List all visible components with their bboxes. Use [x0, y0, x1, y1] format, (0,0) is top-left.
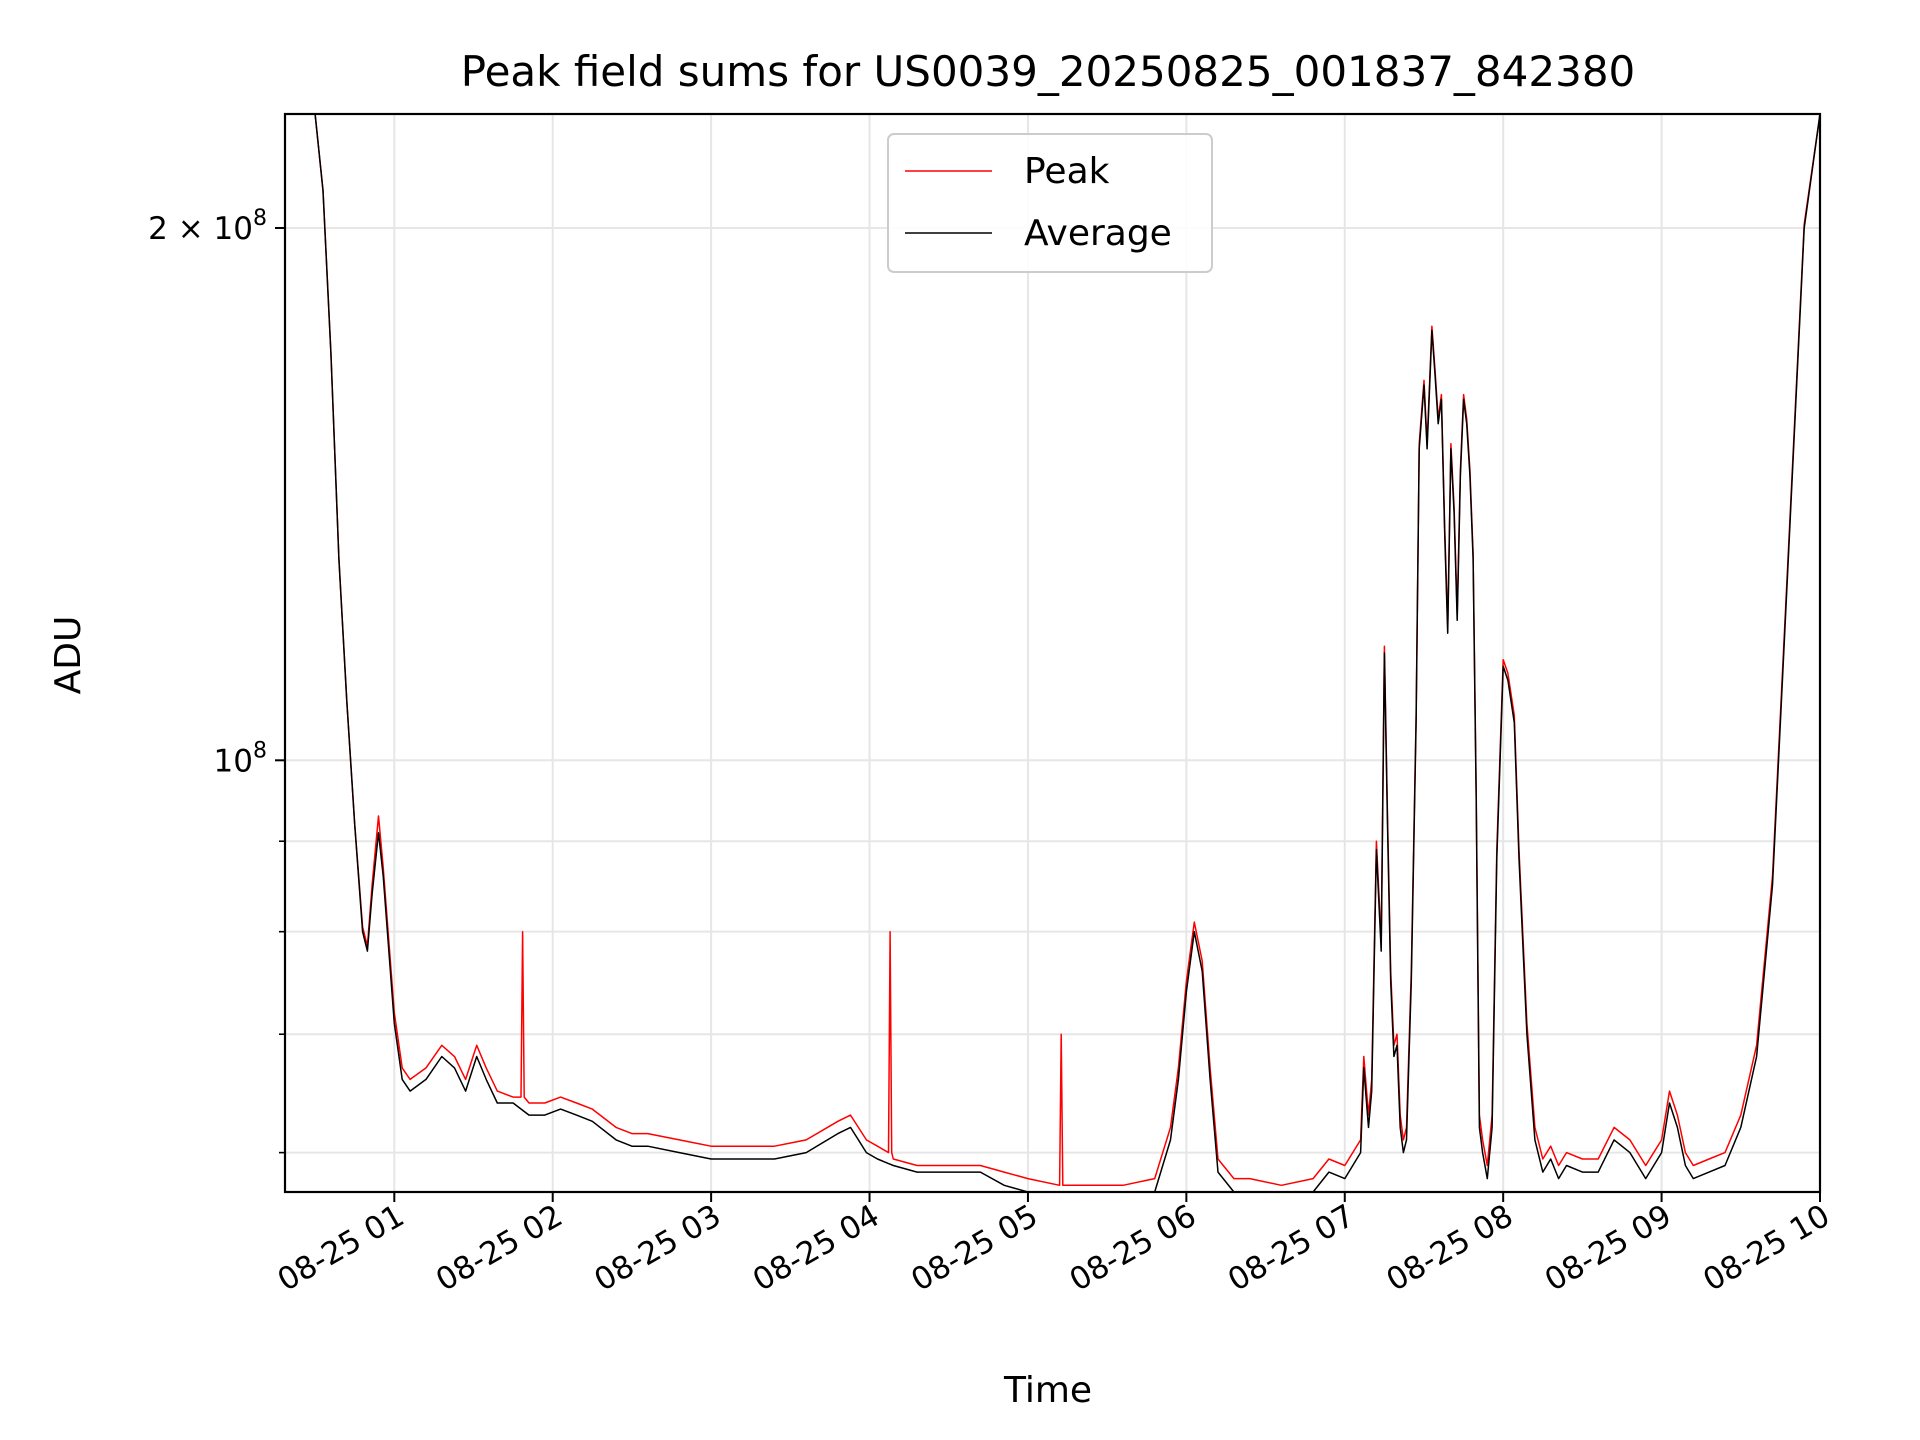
legend: Peak Average [887, 133, 1213, 273]
plot-lines [285, 114, 1820, 1192]
y-tick-label: 2 × 108 [148, 206, 267, 247]
legend-average-label: Average [1024, 213, 1172, 254]
legend-peak-label: Peak [1024, 151, 1110, 192]
series-line-average [285, 114, 1820, 1192]
chart-title: Peak field sums for US0039_20250825_0018… [461, 47, 1636, 96]
y-tick-label-base: 10 [214, 743, 253, 779]
y-tick-label-base: 2 × 10 [148, 211, 253, 247]
plot-frame [283, 112, 1822, 1194]
y-axis-label: ADU [48, 616, 89, 695]
y-tick-label-exponent: 8 [253, 206, 267, 231]
y-tick-label-exponent: 8 [253, 738, 267, 763]
x-axis-label: Time [1003, 1370, 1092, 1411]
y-tick-label: 108 [214, 738, 267, 779]
legend-box [887, 133, 1213, 273]
